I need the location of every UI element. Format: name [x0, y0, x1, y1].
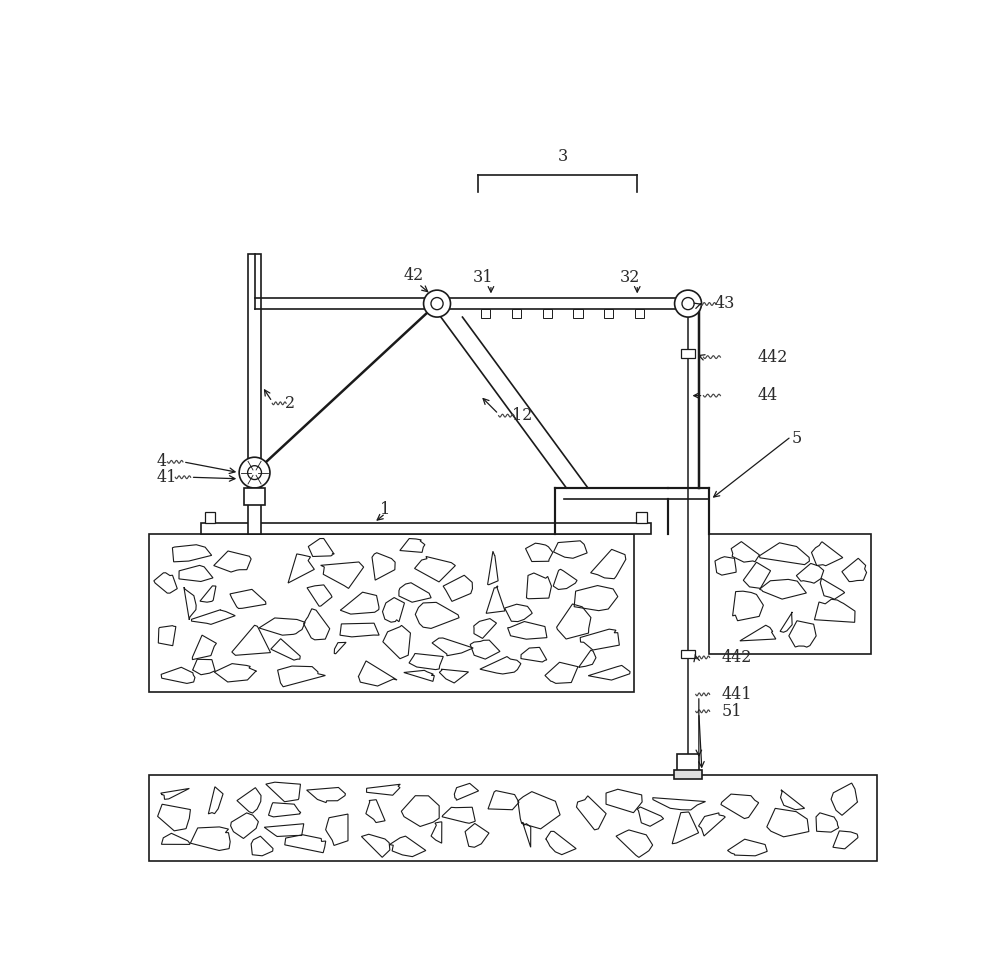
Text: 4: 4: [157, 453, 167, 470]
Text: 3: 3: [557, 148, 568, 166]
Bar: [635, 310, 644, 318]
Text: 5: 5: [791, 431, 801, 447]
Bar: [248, 254, 261, 534]
Text: 44: 44: [757, 387, 778, 404]
Text: 51: 51: [722, 703, 742, 720]
Circle shape: [424, 290, 451, 318]
Text: 12: 12: [512, 407, 533, 424]
Text: 41: 41: [157, 468, 177, 486]
Bar: [604, 310, 613, 318]
Bar: [681, 350, 695, 357]
Bar: [149, 775, 877, 861]
Bar: [201, 523, 651, 534]
Bar: [205, 512, 215, 523]
Bar: [681, 650, 695, 658]
Text: 42: 42: [404, 267, 424, 284]
Bar: [674, 769, 702, 779]
Bar: [149, 534, 634, 693]
Text: 32: 32: [619, 269, 640, 285]
Bar: [677, 755, 699, 771]
Bar: [481, 310, 490, 318]
Bar: [149, 140, 877, 534]
Text: 43: 43: [714, 295, 735, 312]
Circle shape: [239, 457, 270, 488]
Text: 442: 442: [757, 349, 788, 365]
Text: 31: 31: [473, 269, 493, 285]
Bar: [512, 310, 521, 318]
Bar: [636, 512, 647, 523]
Text: 441: 441: [722, 686, 752, 703]
Bar: [709, 534, 871, 654]
Bar: [543, 310, 552, 318]
Circle shape: [675, 290, 702, 318]
Bar: [573, 310, 583, 318]
Text: 1: 1: [380, 501, 391, 518]
Circle shape: [248, 466, 261, 479]
Circle shape: [682, 297, 694, 310]
Circle shape: [431, 297, 443, 310]
Text: 2: 2: [285, 394, 295, 412]
Bar: [244, 488, 265, 505]
Text: 442: 442: [722, 649, 752, 666]
